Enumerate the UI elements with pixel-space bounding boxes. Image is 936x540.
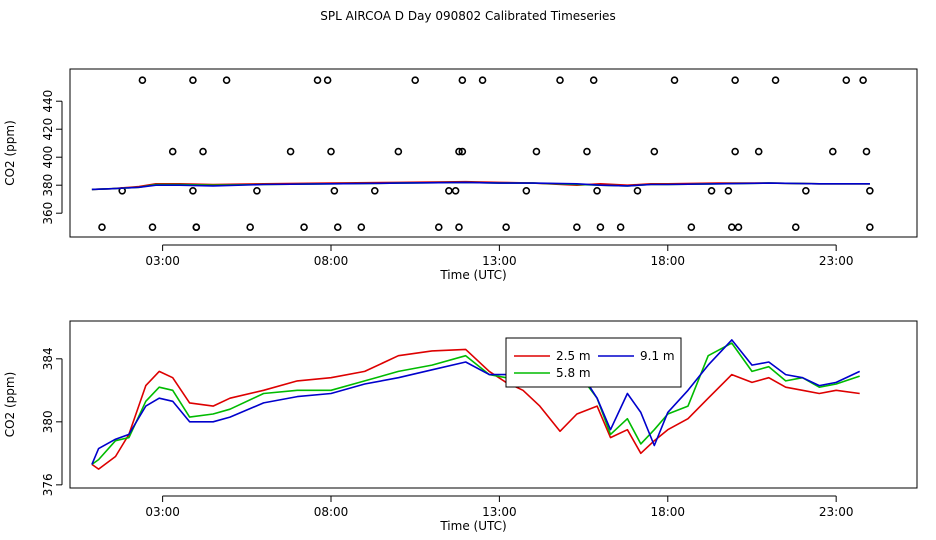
data-point-marker [502,223,510,231]
data-point-marker [192,223,201,231]
data-point-marker [859,76,867,84]
data-point-marker [731,76,739,84]
data-point-marker [532,147,541,156]
y-tick-label: 380 [41,174,55,197]
y-tick-label: 440 [41,90,55,113]
data-point-marker [323,76,332,84]
series-line-9-1-m [91,181,870,191]
y-axis-title: CO2 (ppm) [3,372,17,438]
plot-frame [69,68,918,238]
data-point-marker [842,76,851,84]
data-point-marker [522,187,531,195]
data-point-marker [357,223,366,231]
data-point-marker [687,223,696,231]
x-tick-label: 18:00 [650,505,685,519]
legend-box [505,337,682,388]
data-point-marker [593,187,601,195]
data-point-marker [731,147,739,156]
top-panel: 03:00 08:00 13:00 18:00 23:00 Time (UTC) 360 38… [3,68,918,282]
y-tick-label: 380 [41,410,55,433]
data-point-marker [771,76,780,84]
data-point-marker [222,76,231,84]
bottom-panel: 03:00 08:00 13:00 18:00 23:00 Time (UTC) 376 38… [3,320,918,533]
data-point-marker [458,76,467,84]
data-point-marker [596,223,605,231]
data-point-marker [478,76,487,84]
data-point-marker [370,187,379,195]
legend-label: 5.8 m [556,366,591,380]
data-point-marker [253,187,261,195]
data-point-marker [394,147,403,156]
x-tick-label: 08:00 [314,254,349,268]
data-point-marker [434,223,443,231]
data-point-marker [862,147,871,156]
data-point-marker [724,187,733,195]
data-point-marker [189,76,197,84]
x-tick-label: 13:00 [482,254,517,268]
legend-label: 9.1 m [640,349,675,363]
data-point-marker [707,187,716,195]
data-point-marker [556,76,564,84]
x-tick-label: 23:00 [819,505,854,519]
y-tick-label: 376 [41,473,55,496]
series-line-2-5-m [91,348,860,470]
data-point-marker [300,223,308,231]
data-point-marker [333,223,342,231]
legend-label: 2.5 m [556,349,591,363]
data-point-marker [458,147,467,156]
x-tick-label: 13:00 [482,505,517,519]
data-point-marker [451,187,460,195]
data-point-marker [727,223,736,231]
y-axis-title: CO2 (ppm) [3,120,17,186]
data-point-marker [583,147,591,156]
data-point-marker [791,223,800,231]
data-point-marker [168,147,177,156]
plot-frame [69,320,918,489]
data-point-marker [189,187,197,195]
y-tick-label: 400 [41,146,55,169]
x-tick-label: 03:00 [145,505,180,519]
data-point-marker [754,147,763,156]
data-point-marker [98,223,106,231]
data-point-marker [327,147,335,156]
x-tick-label: 03:00 [145,254,180,268]
x-axis-title: Time (UTC) [439,519,506,533]
y-tick-label: 420 [41,118,55,141]
x-tick-label: 08:00 [314,505,349,519]
data-point-marker [650,147,659,156]
figure-title: SPL AIRCOA D Day 090802 Calibrated Times… [320,9,616,23]
data-point-marker [633,187,642,195]
data-point-marker [670,76,679,84]
data-point-marker [313,76,322,84]
y-tick-label: 360 [41,202,55,225]
data-point-marker [866,187,874,195]
data-point-marker [138,76,147,84]
x-tick-label: 18:00 [650,254,685,268]
data-point-marker [148,223,157,231]
data-point-marker [866,223,874,231]
y-tick-label: 384 [41,347,55,370]
x-axis-title: Time (UTC) [439,268,506,282]
data-point-marker [330,187,339,195]
data-point-marker [455,223,463,231]
data-point-marker [286,147,295,156]
data-point-marker [573,223,581,231]
data-point-marker [411,76,419,84]
data-point-marker [445,187,453,195]
data-point-marker [589,76,598,84]
data-point-marker [616,223,625,231]
data-point-marker [829,147,837,156]
data-point-marker [199,147,207,156]
legend: 2.5 m 9.1 m 5.8 m [505,337,682,388]
x-tick-label: 23:00 [819,254,854,268]
series-line-5-8-m [91,342,860,466]
data-point-marker [734,223,743,231]
data-point-marker [802,187,810,195]
data-point-marker [246,223,254,231]
data-point-marker [455,147,463,156]
